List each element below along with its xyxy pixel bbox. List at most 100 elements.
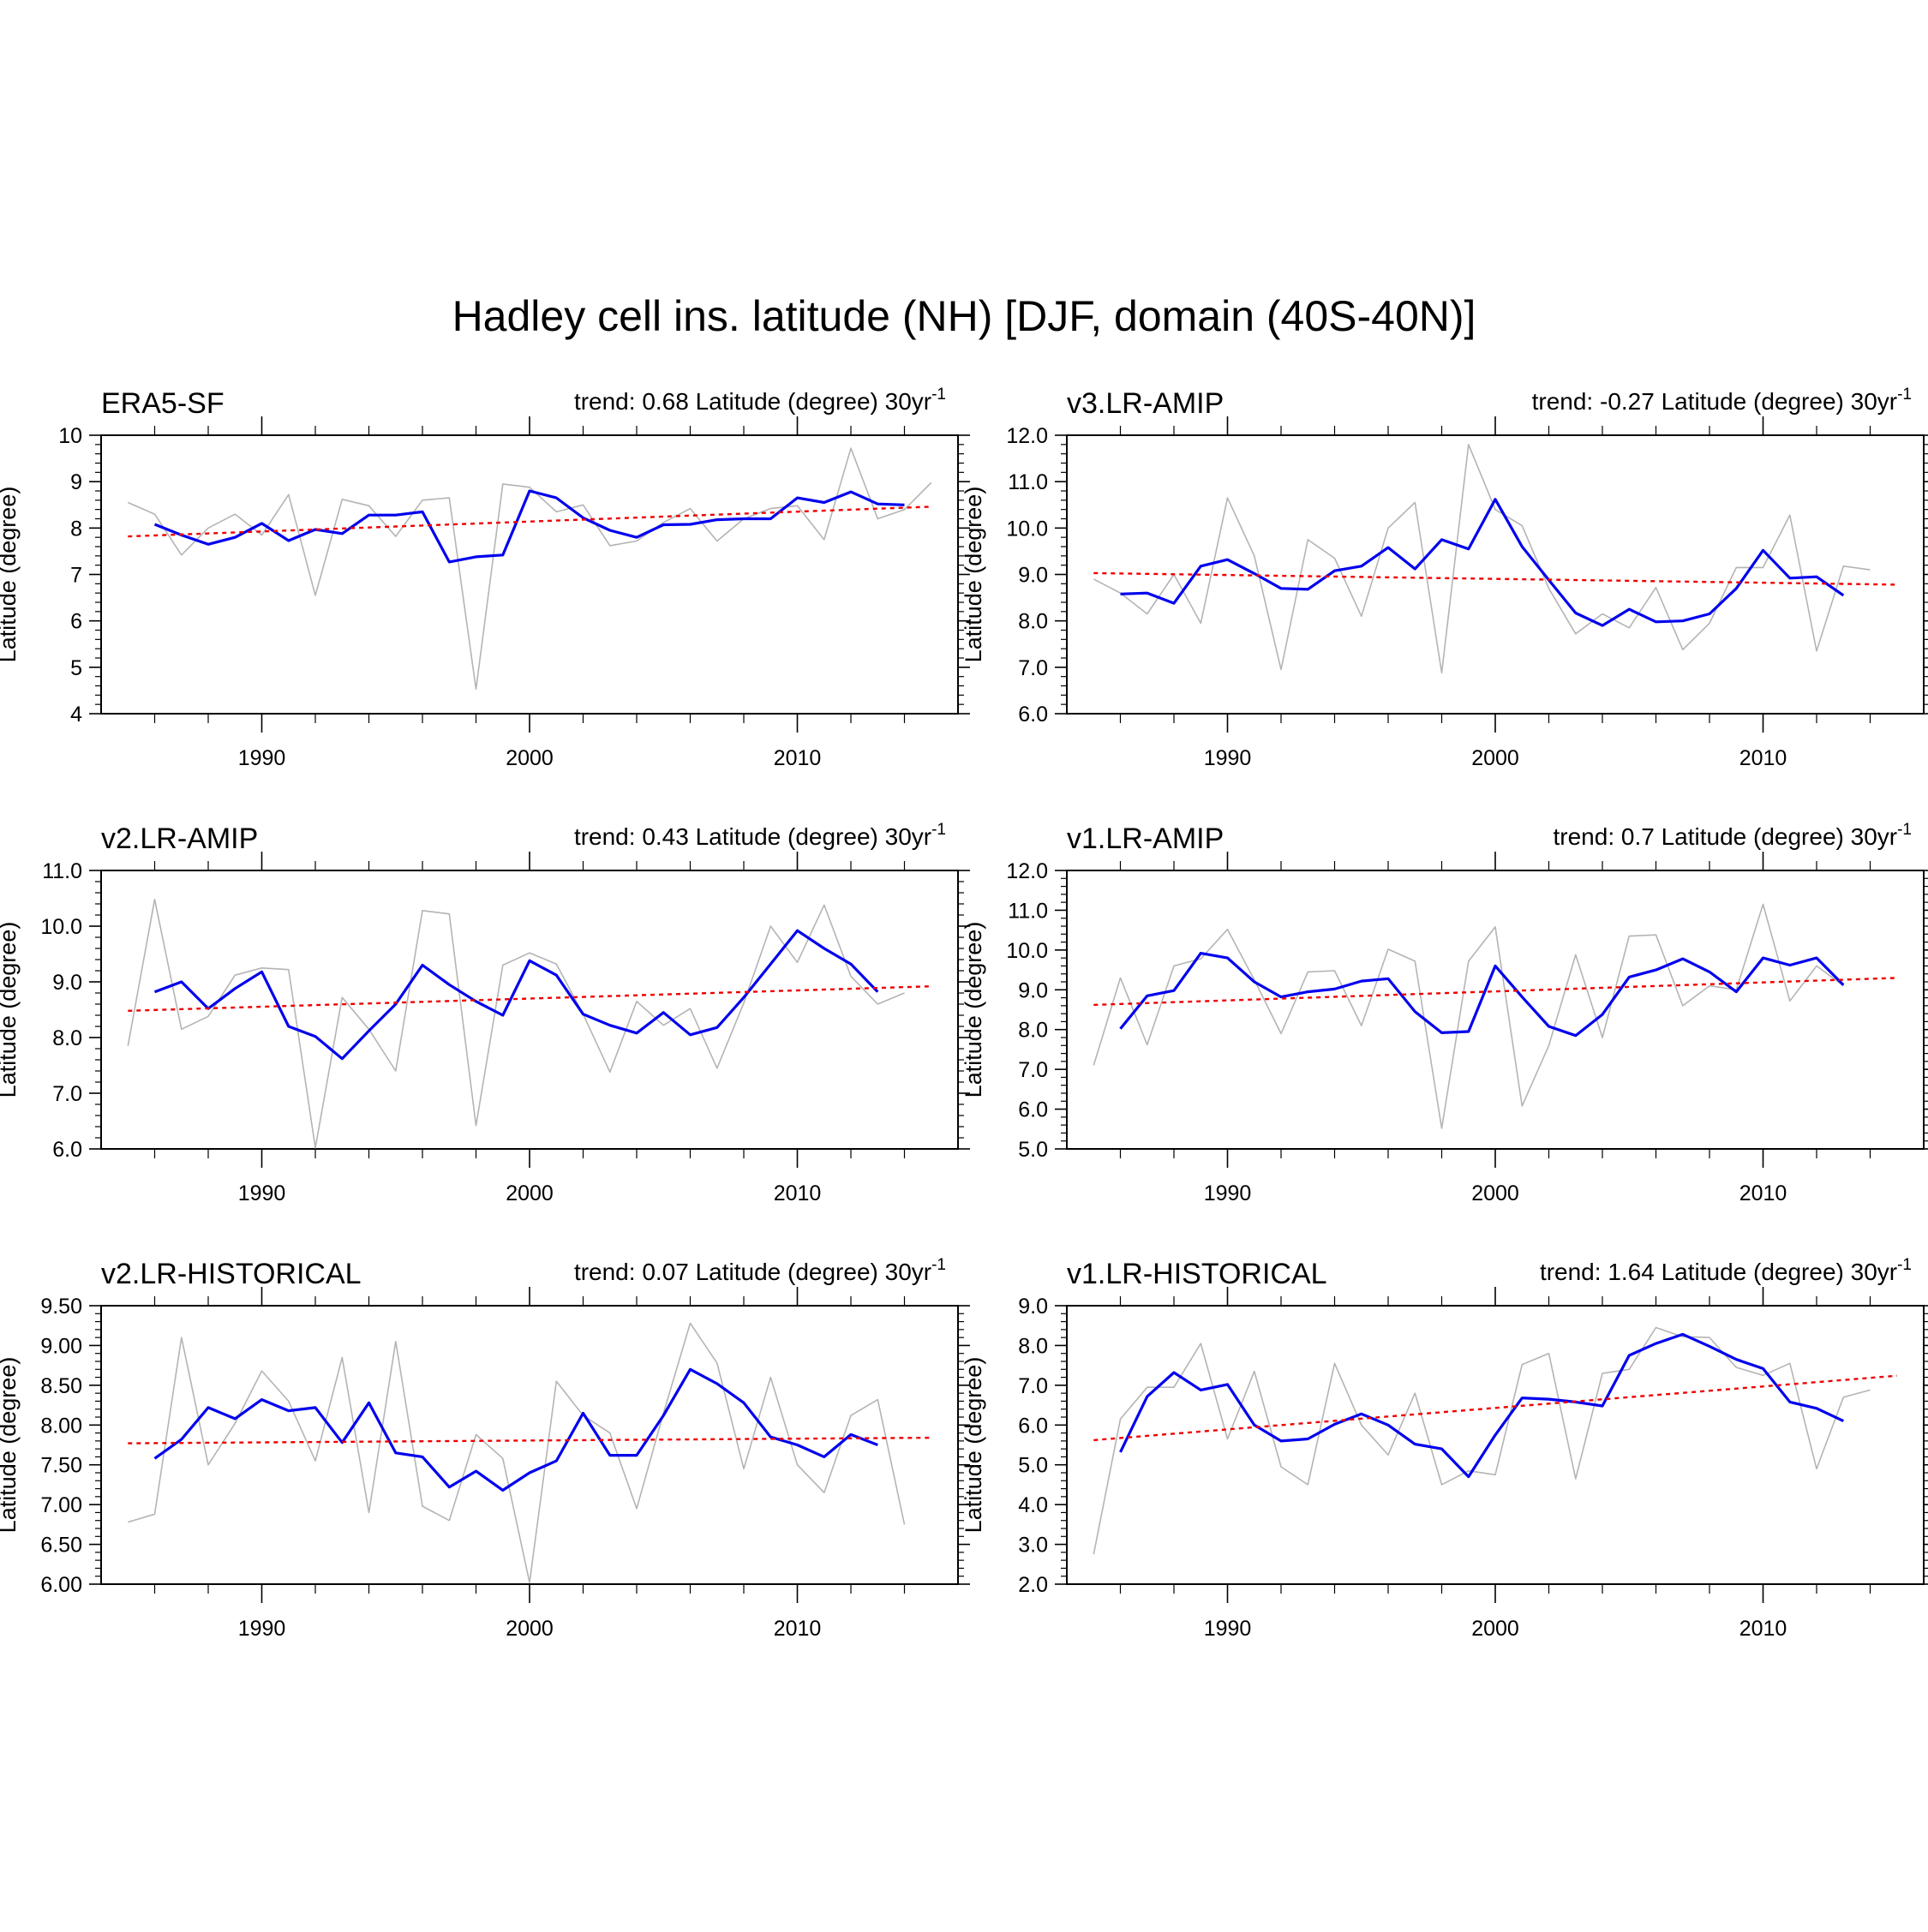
y-tick-label: 5.0: [1018, 1454, 1048, 1478]
trend-label: trend: 1.64 Latitude (degree) 30yr: [1540, 1259, 1897, 1285]
y-axis-label: Latitude (degree): [961, 1357, 986, 1534]
x-tick-label: 2000: [506, 1617, 554, 1641]
y-axis-label: Latitude (degree): [0, 487, 21, 663]
plot-frame: [100, 1305, 959, 1585]
trend-unit-exponent: -1: [931, 821, 946, 839]
y-tick-label: 11.0: [1008, 899, 1048, 923]
trend-annotation: trend: 0.43 Latitude (degree) 30yr-1: [574, 821, 946, 850]
y-tick-label: 6.0: [1018, 703, 1048, 727]
x-tick-label: 2000: [1471, 1617, 1519, 1641]
y-tick-label: 6.50: [40, 1534, 82, 1558]
panel-title: v2.LR-AMIP: [101, 822, 258, 855]
y-axis-label: Latitude (degree): [961, 922, 986, 1098]
plot-frame: [100, 870, 959, 1150]
series-smoothed-line: [153, 489, 905, 564]
panel-title: v1.LR-AMIP: [1067, 822, 1224, 855]
trend-label: trend: 0.43 Latitude (degree) 30yr: [574, 823, 931, 850]
series-smoothed-line: [1120, 498, 1845, 627]
y-tick-label: 8.0: [1018, 1019, 1048, 1043]
y-tick-label: 8.00: [40, 1414, 82, 1438]
y-tick-label: 6.0: [1018, 1414, 1048, 1438]
y-tick-label: 5: [70, 656, 82, 680]
x-tick-label: 2010: [1739, 1181, 1787, 1205]
series-trend-line: [128, 505, 931, 538]
y-tick-label: 8.0: [1018, 610, 1048, 634]
y-tick-label: 7.0: [52, 1082, 82, 1106]
y-axis-label: Latitude (degree): [0, 922, 21, 1098]
y-tick-label: 5.0: [1018, 1138, 1048, 1162]
x-tick-label: 1990: [238, 746, 286, 770]
series-trend-line: [1093, 977, 1897, 1007]
x-tick-label: 1990: [238, 1181, 286, 1205]
plot-frame: [1066, 870, 1925, 1150]
y-tick-label: 3.0: [1018, 1534, 1048, 1558]
y-tick-label: 6: [70, 610, 82, 634]
chart-panel-5: v2.LR-HISTORICAL trend: 0.07 Latitude (de…: [0, 1256, 970, 1641]
trend-annotation: trend: 0.07 Latitude (degree) 30yr-1: [574, 1256, 946, 1285]
y-tick-label: 4.0: [1018, 1493, 1048, 1517]
series-raw-line: [1093, 1326, 1871, 1555]
series-raw-line: [1093, 903, 1844, 1129]
y-tick-label: 7.0: [1018, 1374, 1048, 1398]
y-tick-label: 8.0: [52, 1026, 82, 1050]
series-smoothed-line: [1119, 1332, 1844, 1479]
series-smoothed-line: [1119, 951, 1845, 1038]
x-tick-label: 2010: [774, 746, 822, 770]
y-tick-label: 6.0: [1018, 1098, 1048, 1122]
series-raw-line: [128, 1322, 906, 1583]
x-tick-label: 2000: [506, 746, 554, 770]
panel-title: ERA5-SF: [101, 387, 225, 420]
panel-title: v2.LR-HISTORICAL: [101, 1258, 362, 1290]
trend-annotation: trend: -0.27 Latitude (degree) 30yr-1: [1532, 386, 1912, 415]
panel-title: v3.LR-AMIP: [1067, 387, 1224, 420]
trend-label: trend: 0.07 Latitude (degree) 30yr: [574, 1259, 931, 1285]
series-trend-line: [128, 985, 931, 1012]
y-tick-label: 9.0: [1018, 1295, 1048, 1319]
series-raw-line: [127, 899, 905, 1149]
series-trend-line: [1093, 1374, 1897, 1442]
series-smoothed-line: [153, 929, 879, 1061]
y-tick-label: 2.0: [1018, 1573, 1048, 1597]
chart-panel-6: v1.LR-HISTORICAL trend: 1.64 Latitude (de…: [961, 1256, 1928, 1641]
series-trend-line: [1093, 571, 1897, 586]
y-tick-label: 8.0: [1018, 1334, 1048, 1358]
chart-panel-3: v2.LR-AMIP trend: 0.43 Latitude (degree) …: [0, 821, 970, 1205]
y-tick-label: 10.0: [1006, 939, 1048, 963]
y-tick-label: 7.50: [40, 1454, 82, 1478]
y-axis-label: Latitude (degree): [961, 487, 986, 663]
series-smoothed-line: [153, 1367, 878, 1492]
plot-frame: [100, 434, 959, 715]
x-tick-label: 1990: [238, 1617, 286, 1641]
x-tick-label: 2010: [1739, 1617, 1787, 1641]
trend-unit-exponent: -1: [931, 1256, 946, 1274]
y-tick-label: 9.0: [1018, 978, 1048, 1002]
y-tick-label: 10.0: [1006, 517, 1048, 541]
x-tick-label: 1990: [1204, 1617, 1252, 1641]
trend-unit-exponent: -1: [931, 386, 946, 404]
trend-annotation: trend: 0.68 Latitude (degree) 30yr-1: [574, 386, 946, 415]
x-tick-label: 2000: [1471, 746, 1519, 770]
y-tick-label: 7.00: [40, 1493, 82, 1517]
x-tick-label: 1990: [1204, 746, 1252, 770]
y-tick-label: 9.0: [52, 971, 82, 995]
y-tick-label: 10: [58, 424, 82, 448]
chart-panel-2: v3.LR-AMIP trend: -0.27 Latitude (degree)…: [961, 386, 1928, 770]
series-raw-line: [1093, 443, 1871, 674]
y-tick-label: 9: [70, 470, 82, 494]
y-tick-label: 9.0: [1018, 564, 1048, 588]
trend-label: trend: -0.27 Latitude (degree) 30yr: [1532, 388, 1897, 415]
trend-label: trend: 0.7 Latitude (degree) 30yr: [1554, 823, 1898, 850]
y-tick-label: 6.00: [40, 1573, 82, 1597]
y-tick-label: 6.0: [52, 1138, 82, 1162]
x-tick-label: 2010: [1739, 746, 1787, 770]
trend-annotation: trend: 0.7 Latitude (degree) 30yr-1: [1554, 821, 1913, 850]
y-tick-label: 7.0: [1018, 656, 1048, 680]
y-tick-label: 9.00: [40, 1334, 82, 1358]
trend-unit-exponent: -1: [1897, 1256, 1912, 1274]
x-tick-label: 2010: [774, 1181, 822, 1205]
x-tick-label: 2010: [774, 1617, 822, 1641]
y-tick-label: 7: [70, 564, 82, 588]
trend-unit-exponent: -1: [1897, 821, 1912, 839]
y-tick-label: 7.0: [1018, 1058, 1048, 1082]
